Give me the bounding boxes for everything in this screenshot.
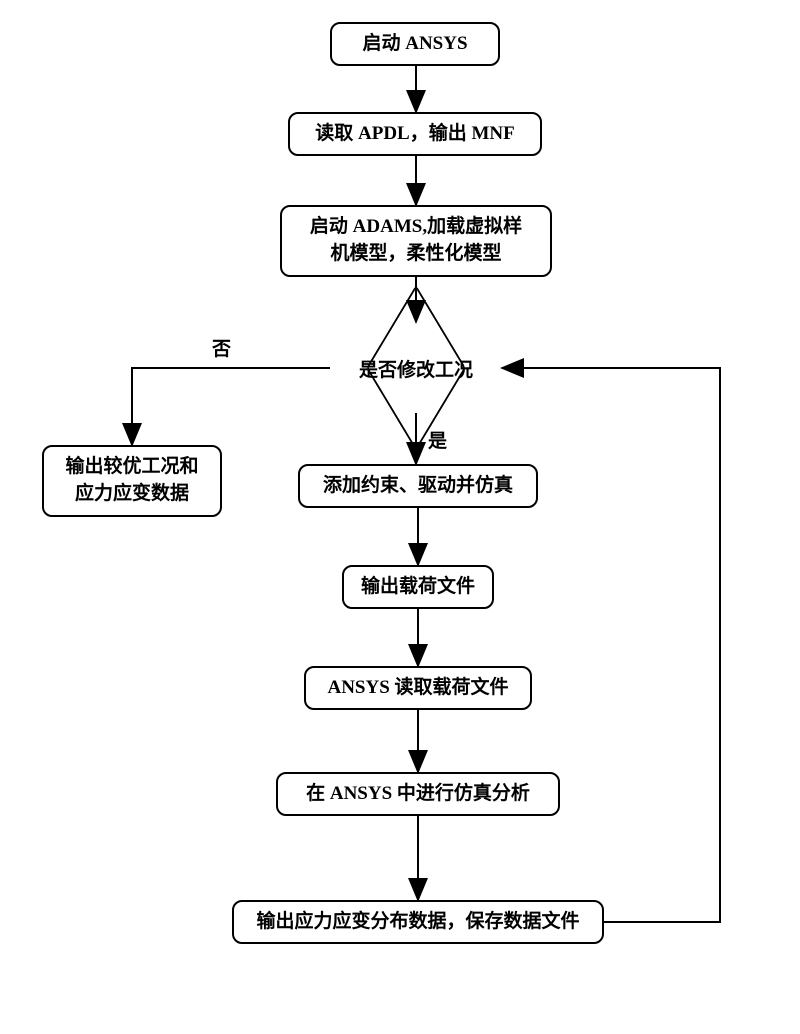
decision-label: 是否修改工况 xyxy=(359,355,473,382)
node-output-stress-data: 输出应力应变分布数据，保存数据文件 xyxy=(232,900,604,944)
node-ansys-simulate: 在 ANSYS 中进行仿真分析 xyxy=(276,772,560,816)
node-label: 在 ANSYS 中进行仿真分析 xyxy=(306,781,530,808)
node-ansys-read-load: ANSYS 读取载荷文件 xyxy=(304,666,532,710)
edge-label-yes: 是 xyxy=(428,426,447,453)
node-label: 添加约束、驱动并仿真 xyxy=(323,473,513,500)
node-label: 启动 ANSYS xyxy=(362,31,467,58)
node-label: 启动 ADAMS,加载虚拟样机模型，柔性化模型 xyxy=(310,214,522,267)
node-label: 读取 APDL，输出 MNF xyxy=(315,121,514,148)
node-label: 输出应力应变分布数据，保存数据文件 xyxy=(256,909,579,936)
node-output-optimal: 输出较优工况和应力应变数据 xyxy=(42,445,222,517)
node-read-apdl: 读取 APDL，输出 MNF xyxy=(288,112,542,156)
node-start-ansys: 启动 ANSYS xyxy=(330,22,500,66)
node-add-constraints: 添加约束、驱动并仿真 xyxy=(298,464,538,508)
edge-label-no: 否 xyxy=(212,334,231,361)
node-output-load-file: 输出载荷文件 xyxy=(342,565,494,609)
node-label: 输出较优工况和应力应变数据 xyxy=(65,454,198,507)
decision-modify-condition: 是否修改工况 xyxy=(330,325,502,411)
node-start-adams: 启动 ADAMS,加载虚拟样机模型，柔性化模型 xyxy=(280,205,552,277)
node-label: 输出载荷文件 xyxy=(361,574,475,601)
node-label: ANSYS 读取载荷文件 xyxy=(327,675,508,702)
